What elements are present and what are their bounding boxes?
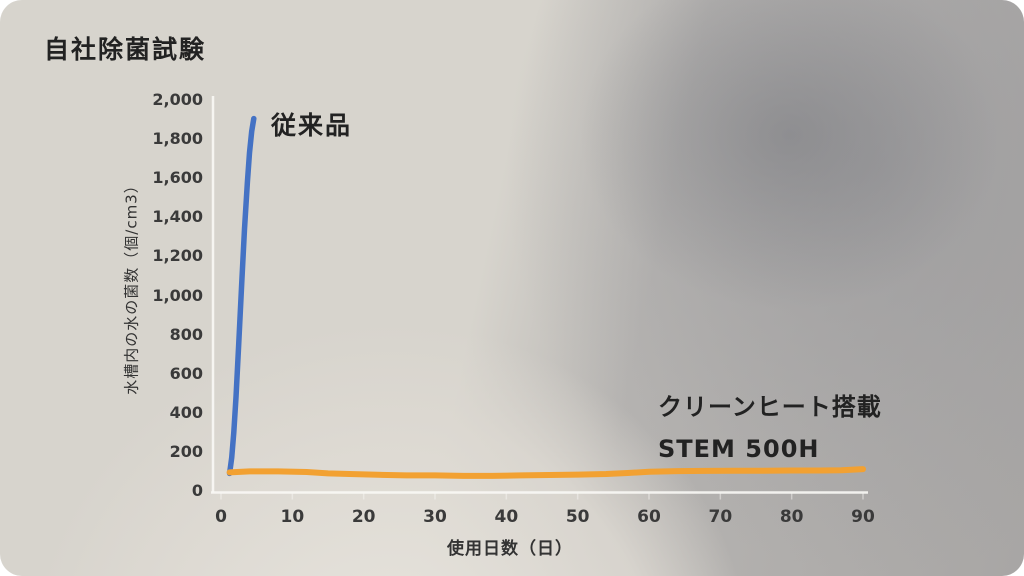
y-tick-label: 400 <box>169 402 203 422</box>
x-tick-label: 40 <box>494 507 519 527</box>
x-tick-label: 80 <box>779 507 804 527</box>
y-tick-label: 600 <box>169 363 203 383</box>
x-tick-label: 20 <box>351 507 376 527</box>
annotation-stem-500h-line1: クリーンヒート搭載 <box>658 393 882 421</box>
y-tick-label: 0 <box>191 481 203 500</box>
y-tick-label: 1,400 <box>152 207 203 227</box>
y-tick-label: 2,000 <box>152 90 203 109</box>
y-tick-label: 1,200 <box>152 246 203 266</box>
conventional-product-line <box>226 115 257 477</box>
x-tick-label: 30 <box>423 507 447 527</box>
chart-title: 自社除菌試験 <box>44 35 207 64</box>
x-tick-label: 60 <box>637 507 661 527</box>
x-tick-label: 50 <box>565 507 590 527</box>
annotation-stem-500h: クリーンヒート搭載 STEM 500H <box>658 386 882 470</box>
x-tick-label: 0 <box>215 507 227 527</box>
x-axis-title: 使用日数（日） <box>447 539 573 559</box>
y-tick-label: 1,800 <box>152 129 203 149</box>
y-tick-label: 1,000 <box>152 285 203 305</box>
y-axis-title: 水槽内の水の菌数（個/cm3） <box>122 177 141 395</box>
y-tick-label: 800 <box>169 324 203 344</box>
x-tick-label: 90 <box>851 507 875 527</box>
x-tick-label: 70 <box>708 507 733 527</box>
annotation-stem-500h-line2: STEM 500H <box>658 435 820 463</box>
y-tick-label: 1,600 <box>152 168 203 188</box>
y-tick-label: 200 <box>169 441 203 461</box>
x-tick-label: 10 <box>280 507 305 527</box>
stem-500h-line <box>226 466 866 479</box>
annotation-conventional-product: 従来品 <box>271 111 353 140</box>
